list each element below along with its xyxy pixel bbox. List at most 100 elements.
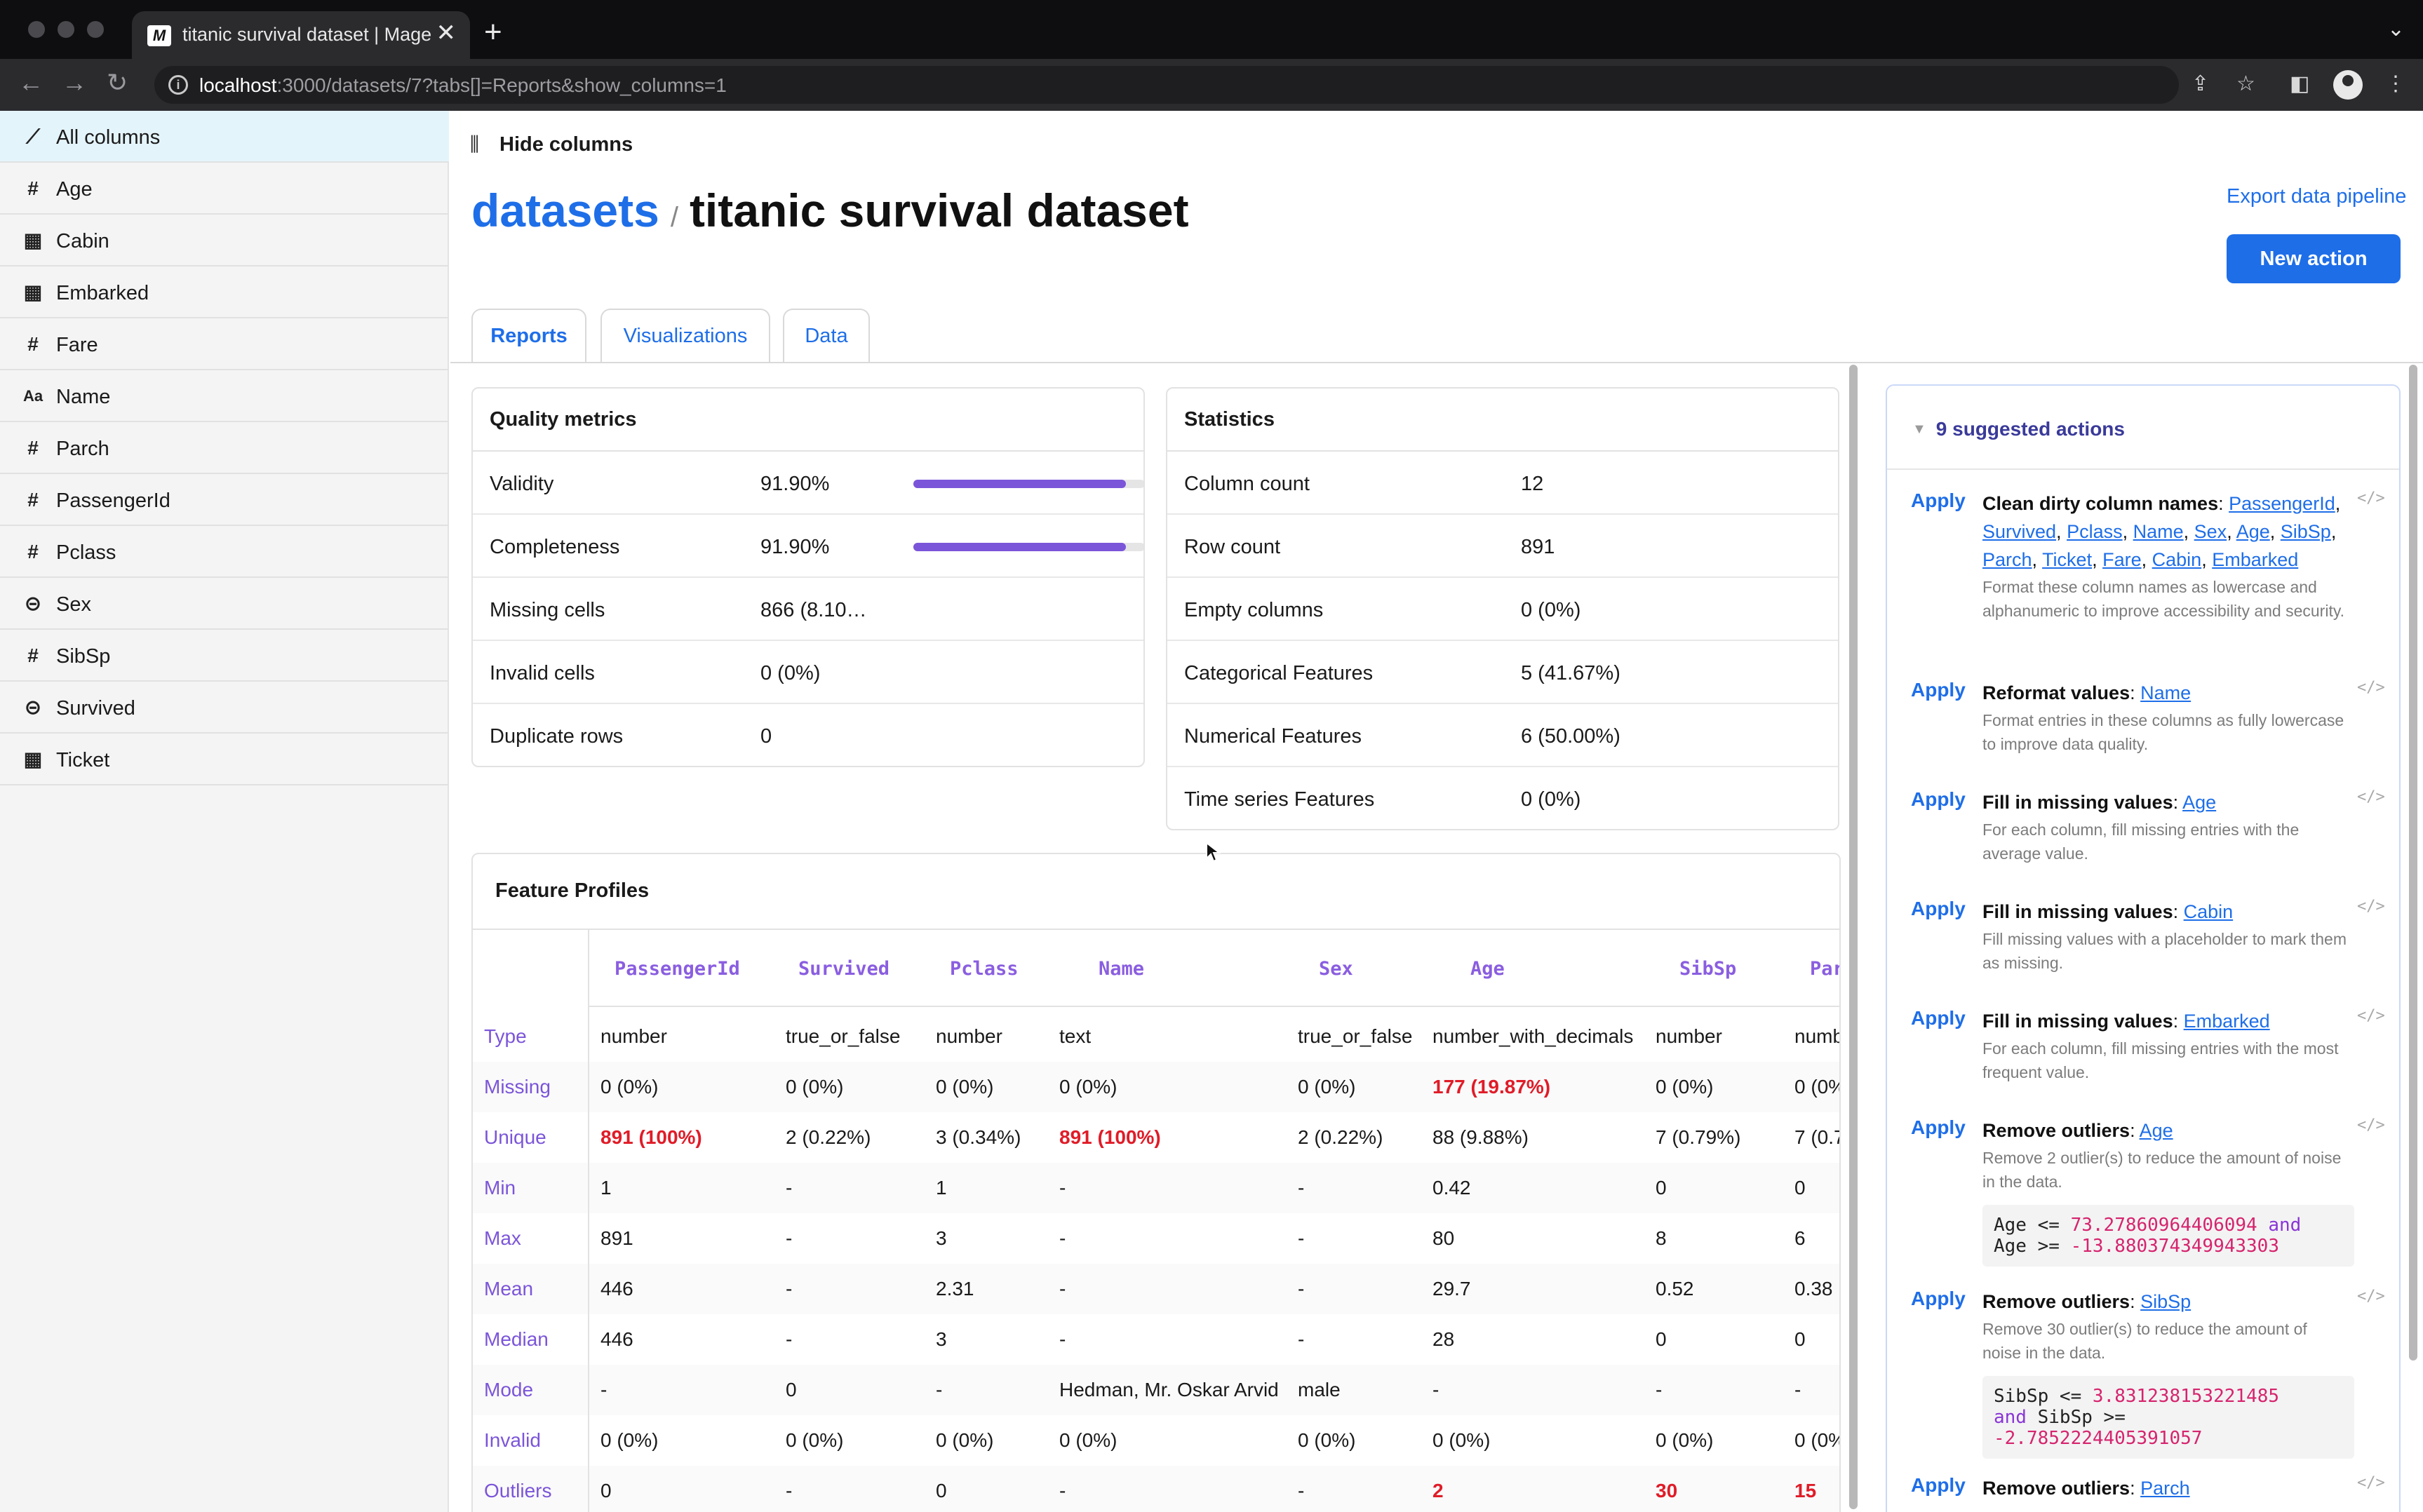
column-header-sibsp[interactable]: SibSp	[1679, 958, 1737, 980]
statistic-label: Empty columns	[1184, 599, 1324, 621]
suggested-action-body: Fill in missing values: Cabin Fill missin…	[1982, 898, 2347, 975]
column-link-age[interactable]: Age	[2182, 792, 2217, 813]
column-link-embarked[interactable]: Embarked	[2212, 549, 2299, 570]
apply-button[interactable]: Apply	[1911, 490, 1966, 511]
code-icon[interactable]: </>	[2357, 898, 2385, 915]
code-icon[interactable]: </>	[2357, 490, 2385, 507]
code-icon[interactable]: </>	[2357, 1474, 2385, 1492]
apply-button[interactable]: Apply	[1911, 1474, 1966, 1496]
code-icon[interactable]: </>	[2357, 679, 2385, 696]
sidebar-item-pclass[interactable]: # Pclass	[0, 526, 449, 578]
column-link-cabin[interactable]: Cabin	[2183, 901, 2234, 922]
column-header-survived[interactable]: Survived	[798, 958, 890, 980]
sidebar-item-age[interactable]: # Age	[0, 163, 449, 215]
column-link-ticket[interactable]: Ticket	[2042, 549, 2093, 570]
apply-button[interactable]: Apply	[1911, 1007, 1966, 1029]
apply-button[interactable]: Apply	[1911, 679, 1966, 701]
info-icon[interactable]: i	[168, 75, 188, 95]
table-cell: -	[936, 1379, 943, 1400]
more-menu-icon[interactable]: ⋮	[2385, 72, 2406, 95]
chart-line-icon: ⟋	[26, 126, 40, 147]
sidebar-item-ticket[interactable]: ▦ Ticket	[0, 734, 449, 785]
column-link-age[interactable]: Age	[2139, 1120, 2173, 1141]
column-header-pclass[interactable]: Pclass	[950, 958, 1019, 980]
column-link-sibsp[interactable]: SibSp	[2140, 1291, 2192, 1312]
new-tab-icon[interactable]: +	[484, 15, 502, 49]
sidebar-item-sex[interactable]: ⊝ Sex	[0, 578, 449, 630]
sidebar-item-label: Parch	[56, 438, 109, 460]
column-link-pclass[interactable]: Pclass	[2067, 521, 2123, 542]
sidebar-item-parch[interactable]: # Parch	[0, 422, 449, 474]
column-link-sibsp[interactable]: SibSp	[2280, 521, 2331, 542]
close-tab-icon[interactable]: ✕	[436, 20, 457, 46]
window-zoom-dot[interactable]	[87, 21, 104, 38]
column-link-age[interactable]: Age	[2236, 521, 2270, 542]
profile-avatar-icon[interactable]	[2333, 70, 2363, 100]
export-data-pipeline-link[interactable]: Export data pipeline	[2227, 185, 2407, 208]
new-action-button[interactable]: New action	[2227, 234, 2401, 283]
sidebar-item-name[interactable]: Aa Name	[0, 370, 449, 422]
code-icon[interactable]: </>	[2357, 788, 2385, 806]
browser-tab[interactable]: M titanic survival dataset | Mage ✕	[132, 11, 470, 59]
metric-label: Invalid cells	[490, 662, 595, 684]
suggested-actions-header[interactable]: ▼ 9 suggested actions	[1912, 418, 2125, 440]
code-icon[interactable]: </>	[2357, 1116, 2385, 1134]
chevron-down-icon[interactable]: ⌄	[2387, 18, 2405, 41]
tab-reports[interactable]: Reports	[471, 309, 586, 363]
tab-visualizations[interactable]: Visualizations	[600, 309, 770, 362]
share-icon[interactable]: ⇪	[2192, 72, 2210, 95]
sidebar-item-sibsp[interactable]: # SibSp	[0, 630, 449, 682]
tab-data[interactable]: Data	[783, 309, 870, 362]
column-link-embarked[interactable]: Embarked	[2183, 1011, 2270, 1032]
metric-label: Completeness	[490, 536, 620, 558]
metric-value: 91.90%	[760, 536, 830, 558]
back-arrow-icon[interactable]: ←	[18, 68, 43, 97]
column-link-name[interactable]: Name	[2140, 682, 2192, 703]
column-link-survived[interactable]: Survived	[1982, 521, 2057, 542]
table-cell: 0	[936, 1480, 947, 1501]
column-header-age[interactable]: Age	[1470, 958, 1505, 980]
side-panel-icon[interactable]: ◧	[2290, 72, 2310, 95]
page-title: titanic survival dataset	[689, 184, 1189, 236]
hide-columns-button[interactable]: ⫼ Hide columns	[470, 133, 633, 156]
bookmark-star-icon[interactable]: ☆	[2236, 72, 2255, 95]
main-scrollbar[interactable]	[1849, 365, 1858, 1509]
column-link-cabin[interactable]: Cabin	[2152, 549, 2202, 570]
url-text[interactable]: localhost:3000/datasets/7?tabs[]=Reports…	[199, 74, 727, 97]
sidebar-item-fare[interactable]: # Fare	[0, 318, 449, 370]
table-cell: 0.42	[1432, 1177, 1471, 1199]
column-header-name[interactable]: Name	[1099, 958, 1145, 980]
apply-button[interactable]: Apply	[1911, 788, 1966, 810]
column-link-parch[interactable]: Parch	[1982, 549, 2032, 570]
code-token: -13.880374349943303	[2070, 1236, 2279, 1257]
comma-separator: ,	[2092, 549, 2103, 570]
column-header-parch[interactable]: Parc	[1810, 958, 1839, 980]
forward-arrow-icon[interactable]: →	[62, 68, 87, 97]
apply-button[interactable]: Apply	[1911, 1116, 1966, 1138]
reload-icon[interactable]: ↻	[107, 68, 128, 97]
code-icon[interactable]: </>	[2357, 1007, 2385, 1025]
window-minimize-dot[interactable]	[58, 21, 74, 38]
column-header-sex[interactable]: Sex	[1319, 958, 1353, 980]
suggestions-scrollbar[interactable]	[2409, 365, 2417, 1361]
sidebar-item-cabin[interactable]: ▦ Cabin	[0, 215, 449, 266]
window-close-dot[interactable]	[28, 21, 45, 38]
apply-button[interactable]: Apply	[1911, 1288, 1966, 1309]
table-cell: -	[786, 1278, 793, 1300]
column-link-sex[interactable]: Sex	[2194, 521, 2227, 542]
column-link-fare[interactable]: Fare	[2102, 549, 2142, 570]
sidebar-item-all-columns[interactable]: ⟋ All columns	[0, 111, 449, 163]
sidebar-item-embarked[interactable]: ▦ Embarked	[0, 266, 449, 318]
column-link-name[interactable]: Name	[2133, 521, 2184, 542]
column-link-parch[interactable]: Parch	[2140, 1478, 2190, 1499]
apply-button[interactable]: Apply	[1911, 898, 1966, 919]
suggested-action-description: Fill missing values with a placeholder t…	[1982, 930, 2347, 972]
table-cell: 0	[786, 1379, 797, 1400]
sidebar-item-passengerid[interactable]: # PassengerId	[0, 474, 449, 526]
breadcrumb-datasets-link[interactable]: datasets	[471, 184, 659, 236]
address-bar[interactable]: i localhost:3000/datasets/7?tabs[]=Repor…	[154, 66, 2179, 104]
column-header-passengerid[interactable]: PassengerId	[615, 958, 740, 980]
sidebar-item-survived[interactable]: ⊝ Survived	[0, 682, 449, 734]
column-link-passengerid[interactable]: PassengerId	[2229, 493, 2335, 514]
code-icon[interactable]: </>	[2357, 1288, 2385, 1305]
